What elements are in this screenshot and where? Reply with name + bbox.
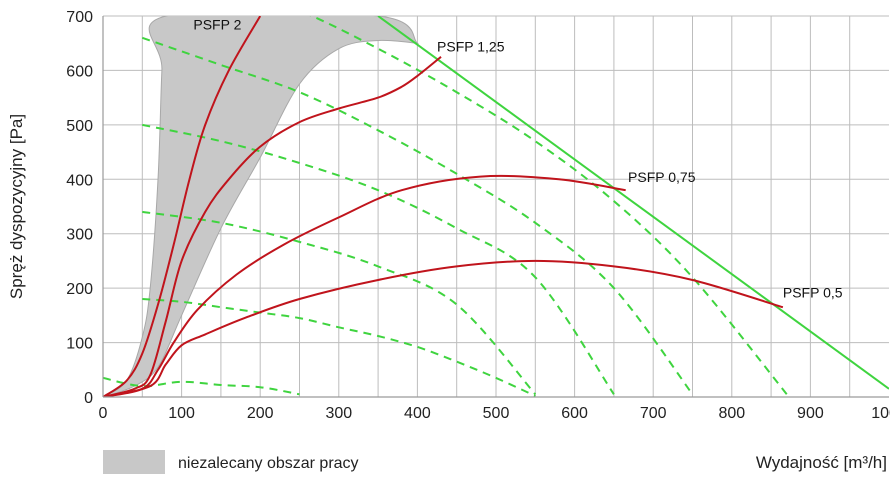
axes-layer: 0 100 200 300 400 500 600 700 800 900 1000 0 100 200 3… — [7, 9, 890, 472]
curve-label: PSFP 0,75 — [628, 169, 696, 185]
system-curve — [142, 298, 536, 397]
fan-curve — [103, 174, 626, 397]
y-axis-label: Spręż dyspozycyjny [Pa] — [7, 114, 26, 299]
psfp-limit-line — [377, 16, 889, 390]
curve-labels-layer: PSFP 2 PSFP 1,25 PSFP 0,75 PSFP 0,5 — [193, 17, 842, 301]
y-tick-label: 0 — [84, 390, 93, 407]
y-tick-label: 400 — [66, 172, 93, 189]
system-curve — [142, 123, 615, 395]
fan-curve — [103, 16, 262, 397]
y-tick-label: 500 — [66, 118, 93, 135]
fan-curves-layer — [103, 16, 784, 397]
system-curve — [141, 36, 694, 395]
system-curve — [103, 376, 300, 396]
x-tick-label: 700 — [640, 405, 667, 422]
curve-label: PSFP 2 — [193, 17, 241, 33]
y-tick-label: 200 — [66, 281, 93, 298]
x-tick-label: 300 — [325, 405, 352, 422]
curve-label: PSFP 0,5 — [783, 284, 843, 300]
legend: niezalecany obszar pracy — [103, 450, 359, 474]
not-recommended-area — [103, 16, 420, 397]
system-curve — [142, 210, 537, 395]
psfp-limit-layer — [377, 16, 889, 390]
x-tick-label: 500 — [483, 405, 510, 422]
x-tick-label: 800 — [718, 405, 745, 422]
y-tick-label: 600 — [66, 63, 93, 80]
fan-curve — [103, 259, 784, 397]
x-tick-label: 400 — [404, 405, 431, 422]
x-tick-label: 200 — [247, 405, 274, 422]
grid — [103, 15, 889, 397]
y-tick-label: 700 — [66, 9, 93, 26]
x-tick-label: 900 — [797, 405, 824, 422]
system-curves-layer — [103, 16, 788, 397]
x-tick-label: 1000 — [871, 405, 890, 422]
y-tick-label: 100 — [66, 336, 93, 353]
not-recommended-area-layer — [103, 16, 420, 397]
fan-curve — [103, 56, 442, 397]
x-tick-label: 100 — [168, 405, 195, 422]
legend-swatch — [103, 450, 165, 474]
x-tick-label: 600 — [561, 405, 588, 422]
x-tick-label: 0 — [99, 405, 108, 422]
system-curve — [309, 16, 788, 395]
y-tick-label: 300 — [66, 227, 93, 244]
curve-label: PSFP 1,25 — [437, 38, 505, 54]
x-axis-label: Wydajność [m³/h] — [756, 453, 887, 472]
legend-label: niezalecany obszar pracy — [178, 455, 359, 472]
